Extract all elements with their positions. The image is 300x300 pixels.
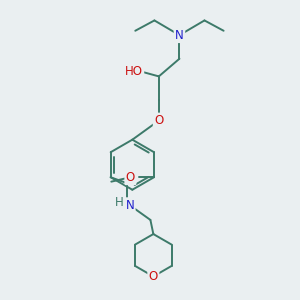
Text: O: O — [154, 114, 164, 127]
Text: N: N — [125, 199, 134, 212]
Text: O: O — [149, 270, 158, 283]
Text: HO: HO — [125, 65, 143, 79]
Text: H: H — [115, 196, 124, 209]
Text: O: O — [126, 171, 135, 184]
Text: N: N — [175, 29, 184, 42]
